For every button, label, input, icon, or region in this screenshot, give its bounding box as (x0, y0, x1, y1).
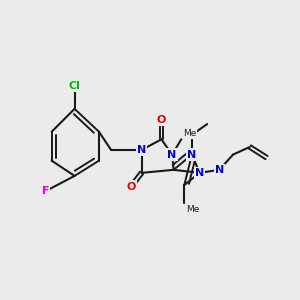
Text: N: N (137, 145, 146, 155)
Text: F: F (42, 186, 49, 196)
Text: Cl: Cl (69, 81, 80, 91)
Text: N: N (187, 150, 196, 160)
Text: Me: Me (186, 205, 199, 214)
Text: O: O (126, 182, 136, 192)
Text: Me: Me (183, 129, 196, 138)
Text: N: N (215, 165, 224, 175)
Text: O: O (157, 115, 166, 124)
Text: N: N (195, 168, 204, 178)
Text: N: N (167, 150, 177, 160)
